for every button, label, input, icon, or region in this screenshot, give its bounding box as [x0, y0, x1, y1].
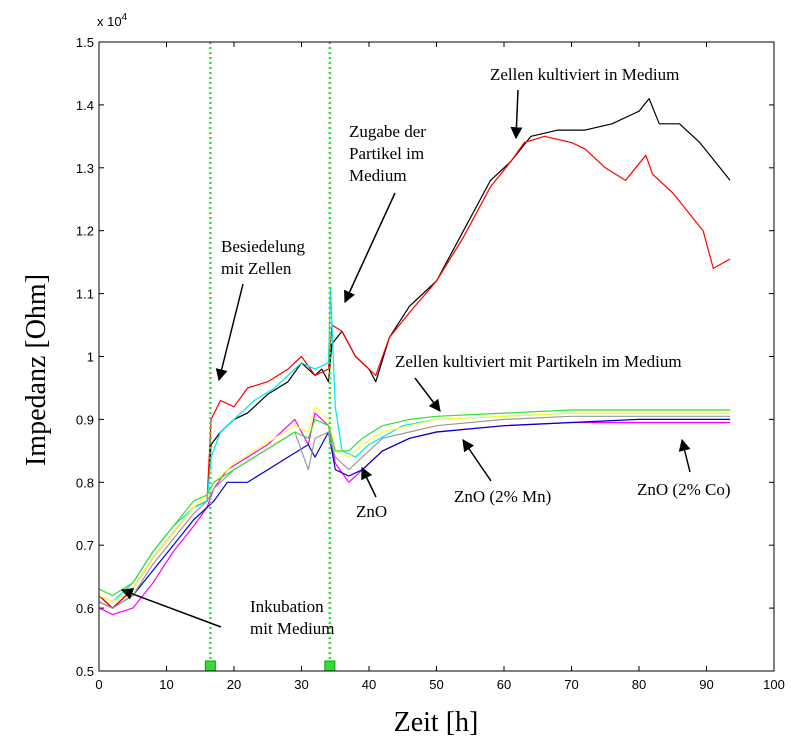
y-tick-label: 0.5	[76, 664, 94, 679]
marker-handle-2	[324, 660, 336, 672]
series-line-5	[98, 418, 731, 609]
y-tick-labels: 0.5 0.6 0.7 0.8 0.9 1 1.1 1.2 1.3 1.4 1.5	[76, 35, 774, 679]
x-tick-label: 30	[294, 677, 308, 692]
annotation-3: Besiedelung mit Zellen	[221, 237, 306, 278]
annotation-8: Inkubation mit Medium	[250, 597, 335, 638]
y-tick-label: 0.6	[76, 601, 94, 616]
y-tick-label: 0.8	[76, 475, 94, 490]
annotation-arrow-4	[414, 377, 441, 412]
y-axis-title: Impedanz [Ohm]	[21, 274, 52, 466]
x-tick-label: 90	[699, 677, 713, 692]
annotation-arrow-5	[361, 466, 377, 498]
series-line-3	[98, 286, 731, 603]
series-lines	[98, 98, 731, 615]
annotation-2: Zugabe der Partikel im Medium	[349, 122, 426, 185]
annotation-arrow-2	[344, 192, 396, 304]
y-tick-label: 1.1	[76, 287, 94, 302]
y-tick-label: 1.2	[76, 224, 94, 239]
x-tick-label: 50	[429, 677, 443, 692]
annotation-5: ZnO	[356, 502, 387, 521]
x-axis-title: Zeit [h]	[394, 707, 479, 738]
annotations: Zellen kultiviert in Medium Zugabe der Par…	[120, 65, 730, 638]
x-tick-label: 100	[763, 677, 785, 692]
annotation-4: Zellen kultiviert mit Partikeln im Mediu…	[395, 352, 682, 371]
x-tick-label: 0	[95, 677, 102, 692]
y-tick-label: 1.3	[76, 161, 94, 176]
series-line-2	[98, 135, 731, 609]
y-tick-label: 1	[87, 350, 94, 365]
y-axis-multiplier: x 104	[97, 12, 128, 29]
y-tick-label: 1.4	[76, 98, 94, 113]
annotation-arrow-7	[678, 438, 691, 473]
plot-frame	[98, 41, 775, 672]
annotation-7: ZnO (2% Co)	[637, 480, 730, 499]
annotation-arrow-1	[510, 89, 523, 140]
y-tick-label: 1.5	[76, 35, 94, 50]
annotation-6: ZnO (2% Mn)	[454, 487, 551, 506]
x-tick-label: 10	[159, 677, 173, 692]
y-tick-label: 0.9	[76, 412, 94, 427]
series-line-7	[98, 406, 731, 603]
x-tick-label: 80	[632, 677, 646, 692]
x-tick-label: 60	[497, 677, 511, 692]
annotation-arrow-8	[120, 588, 222, 628]
annotation-arrow-3	[215, 283, 244, 382]
series-line-6	[98, 415, 731, 609]
x-tick-label: 20	[227, 677, 241, 692]
annotation-arrow-6	[462, 439, 492, 482]
x-tick-label: 40	[362, 677, 376, 692]
marker-handle-1	[204, 660, 216, 672]
y-tick-label: 0.7	[76, 538, 94, 553]
series-line-8	[98, 409, 731, 597]
annotation-1: Zellen kultiviert in Medium	[490, 65, 679, 84]
x-tick-label: 70	[564, 677, 578, 692]
